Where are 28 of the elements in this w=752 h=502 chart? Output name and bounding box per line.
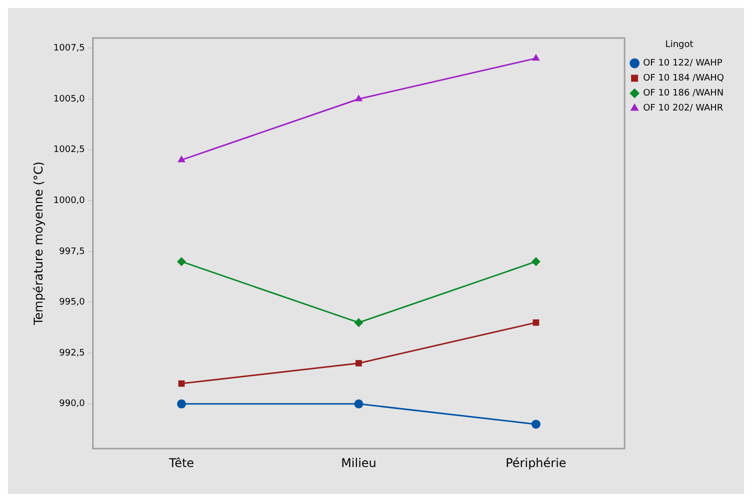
y-tick-label: 1007,5 — [53, 44, 85, 54]
legend-label: OF 10 184 /WAHQ — [643, 74, 724, 84]
y-tick-label: 1005,0 — [53, 94, 86, 104]
point — [354, 94, 363, 102]
point — [177, 257, 186, 266]
legend-title: Lingot — [665, 40, 694, 50]
point — [354, 399, 364, 408]
point — [356, 360, 362, 366]
legend-label: OF 10 186 /WAHN — [643, 88, 724, 99]
y-tick-label: 995,0 — [59, 298, 86, 308]
point — [531, 420, 540, 429]
x-tick-label: Périphérie — [506, 456, 566, 470]
x-tick-label: Milieu — [341, 456, 376, 470]
y-axis-title: Température moyenne (°C) — [31, 162, 46, 326]
y-tick-label: 1000,0 — [53, 196, 86, 206]
point — [532, 319, 540, 326]
y-tick-label: 1002,5 — [53, 145, 85, 156]
y-tick-label: 992,5 — [59, 348, 85, 358]
point — [532, 54, 540, 61]
legend-label: OF 10 122/ WAHP — [643, 58, 723, 69]
point — [178, 155, 186, 162]
y-tick-label: 990,0 — [59, 399, 86, 410]
point — [354, 318, 364, 328]
point — [177, 399, 186, 408]
x-tick-label: Tête — [168, 456, 194, 470]
y-tick-label: 997,5 — [59, 246, 85, 257]
point — [531, 257, 540, 266]
legend-label: OF 10 202/ WAHR — [643, 104, 724, 114]
